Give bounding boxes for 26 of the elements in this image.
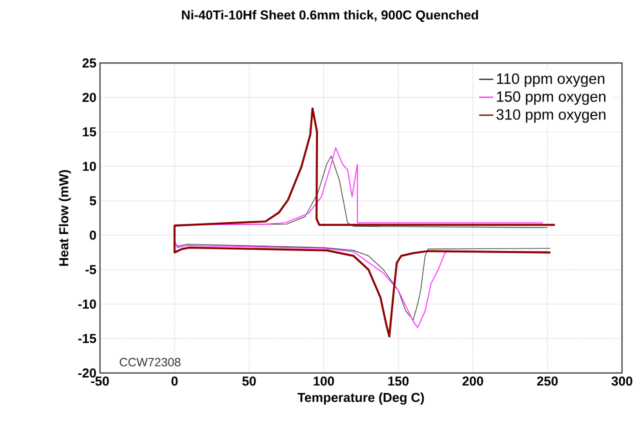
line-series xyxy=(174,107,556,338)
legend-label: 150 ppm oxygen xyxy=(497,91,606,105)
x-tick-label: -50 xyxy=(91,376,109,386)
annotation: CCW72308 xyxy=(120,358,180,366)
x-tick-label: 150 xyxy=(388,376,409,386)
y-tick-label: -10 xyxy=(78,300,96,309)
legend-label: 110 ppm oxygen xyxy=(497,73,604,87)
x-tick-label: 50 xyxy=(242,376,256,386)
x-tick-label: 300 xyxy=(611,376,632,386)
y-axis-title: Heat Flow (mW) xyxy=(58,170,71,266)
y-tick-label: 15 xyxy=(82,127,96,136)
y-tick-label: 25 xyxy=(82,58,96,68)
x-tick-label: 200 xyxy=(462,376,484,386)
x-tick-label: 0 xyxy=(171,376,178,386)
y-tick-label: -5 xyxy=(85,265,96,274)
y-tick-label: 20 xyxy=(82,92,96,102)
x-tick-label: 250 xyxy=(537,376,558,386)
y-tick-label: 0 xyxy=(90,230,96,240)
chart-title: Ni-40Ti-10Hf Sheet 0.6mm thick, 900C Quenched xyxy=(182,10,478,22)
y-tick-label: -20 xyxy=(78,368,96,378)
legend-label: 310 ppm oxygen xyxy=(496,109,606,123)
y-tick-label: 10 xyxy=(82,162,96,171)
y-tick-label: 5 xyxy=(90,196,96,206)
y-tick-label: -15 xyxy=(78,334,96,344)
x-axis-title: Temperature (Deg C) xyxy=(298,392,424,405)
x-tick-label: 100 xyxy=(314,376,334,386)
